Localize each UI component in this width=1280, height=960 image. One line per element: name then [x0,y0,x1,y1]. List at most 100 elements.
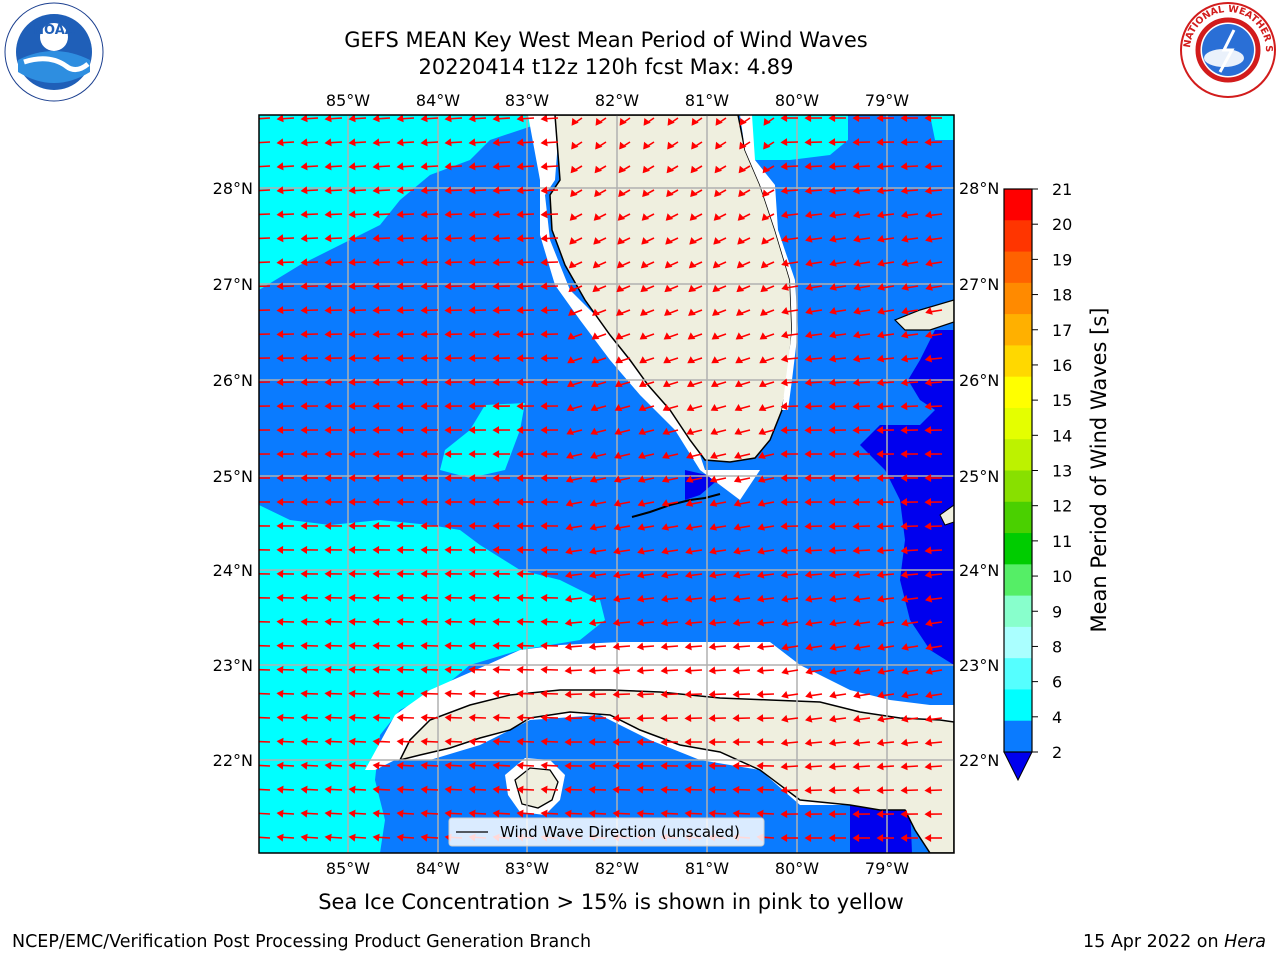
wind-wave-arrow-head [420,378,428,387]
wind-wave-arrow-head [372,641,380,650]
wind-wave-arrow-head [876,498,884,507]
wind-wave-arrow-head [348,186,356,195]
wind-wave-arrow-head [396,138,404,147]
wind-wave-arrow-head [684,642,692,651]
wind-wave-arrow-head [396,306,404,315]
wind-wave-arrow-head [924,138,932,147]
wind-wave-arrow-head [612,690,620,699]
colorbar-cells [1004,189,1032,753]
wind-wave-arrow-head [276,450,284,458]
wind-wave-arrow-head [468,162,476,171]
wind-wave-arrow-head [685,475,694,483]
wind-wave-arrow-head [420,258,428,267]
wind-wave-arrow-head [877,259,885,267]
wind-wave-arrow-head [566,451,574,459]
wind-wave-arrow-head [348,713,356,722]
wind-wave-arrow-head [805,259,813,267]
wind-wave-arrow-head [924,714,933,723]
wind-wave-arrow-head [568,284,577,293]
colorbar-tick-label: 21 [1052,180,1072,199]
wind-wave-arrow-head [804,570,812,579]
wind-wave-arrow-head [276,521,284,530]
wind-wave-arrow-head [516,785,524,794]
colorbar-tick-label: 17 [1052,321,1072,340]
wind-wave-arrow-head [396,210,404,219]
wind-wave-arrow-head [396,258,404,267]
wind-wave-arrow-head [396,809,404,818]
wind-wave-arrow-head [780,810,788,819]
wind-wave-arrow-head [732,761,740,770]
colorbar-cell [1004,564,1032,597]
wind-wave-arrow-head [492,282,500,291]
wind-wave-arrow-head [924,810,932,819]
wind-wave-arrow-head [804,354,813,363]
wind-wave-arrow-head [468,809,476,818]
colorbar-tick-label: 8 [1052,637,1062,656]
wind-wave-arrow-head [396,282,404,291]
wind-wave-arrow-head [516,809,524,818]
wind-wave-arrow-head [781,594,789,603]
wind-wave-arrow-head [540,210,548,219]
colorbar-cell [1004,533,1032,565]
wind-wave-arrow-head [876,522,884,531]
nws-logo: NATIONAL WEATHER SERVICE [1176,0,1276,98]
wind-wave-arrow-head [396,641,404,650]
wind-wave-arrow-head [540,569,548,578]
wind-wave-arrow-head [492,115,500,123]
wind-wave-arrow-head [686,380,695,387]
wind-wave-arrow-head [492,641,500,650]
wind-wave-arrow-head [684,714,692,723]
wind-wave-arrow-head [540,497,548,507]
wind-wave-arrow-head [300,282,308,291]
wind-wave-arrow-head [300,138,308,147]
wind-wave-arrow-head [568,260,577,269]
wind-wave-arrow-head [540,665,548,674]
colorbar-cell [1004,314,1032,346]
wind-wave-arrow-head [593,213,602,221]
wind-wave-arrow-head [259,379,260,387]
wind-wave-arrow-head [420,833,428,842]
wind-wave-arrow-head [924,354,933,363]
wind-wave-arrow-head [540,713,548,722]
wind-wave-arrow-head [444,138,452,147]
wind-wave-arrow-head [877,234,885,243]
wind-wave-arrow-head [763,141,771,150]
wind-wave-arrow-head [852,354,861,363]
wind-wave-arrow-head [901,307,909,315]
wind-wave-arrow-head [732,594,741,603]
wind-wave-arrow-head [708,714,716,723]
wind-wave-arrow-head [710,380,719,387]
wind-wave-arrow-head [594,165,603,174]
wind-wave-arrow-head [420,138,428,147]
wind-wave-arrow-head [348,737,356,746]
wind-wave-arrow-head [660,738,668,746]
wind-wave-arrow-head [259,569,260,577]
wind-wave-arrow-head [492,665,500,674]
wind-wave-arrow-head [540,330,548,339]
wind-wave-arrow-head [324,545,332,554]
wind-wave-arrow-head [780,546,788,555]
wind-wave-arrow-head [516,521,524,530]
wind-wave-arrow-head [828,738,837,747]
wind-wave-arrow-head [804,186,812,195]
wind-wave-arrow-head [540,234,548,243]
wind-wave-arrow-head [324,210,332,219]
wind-wave-arrow-head [732,809,740,818]
wind-wave-arrow-head [853,307,861,315]
wind-wave-arrow-head [828,473,836,483]
wind-wave-arrow-head [876,833,884,843]
wind-wave-arrow-head [614,403,623,411]
wind-wave-arrow-head [900,833,908,843]
wind-wave-arrow-head [757,499,766,507]
wind-wave-arrow-head [876,810,884,819]
wind-wave-arrow-head [709,547,717,555]
wind-wave-arrow-head [852,570,860,579]
wind-wave-arrow-head [516,617,524,626]
colorbar-cell [1004,282,1032,315]
wind-wave-arrow-head [853,283,861,291]
wind-wave-arrow-head [852,762,860,771]
wind-wave-arrow-head [709,523,718,531]
wind-wave-arrow-head [877,643,885,651]
wind-wave-arrow-head [468,138,476,147]
wind-wave-arrow-head [924,786,932,795]
